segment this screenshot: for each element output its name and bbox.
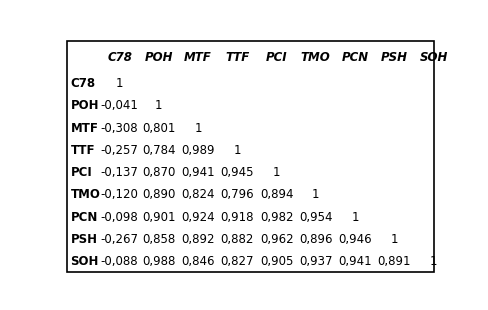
Text: 0,846: 0,846 [182, 255, 215, 268]
Text: TTF: TTF [70, 144, 95, 157]
Text: TMO: TMO [70, 188, 101, 202]
Text: 1: 1 [116, 77, 123, 90]
Text: 0,945: 0,945 [221, 166, 254, 179]
Text: 0,796: 0,796 [221, 188, 254, 202]
Text: -0,257: -0,257 [101, 144, 139, 157]
Text: 0,941: 0,941 [181, 166, 215, 179]
Text: 0,924: 0,924 [181, 210, 215, 224]
Text: 0,962: 0,962 [260, 233, 293, 246]
Text: 1: 1 [234, 144, 241, 157]
Text: MTF: MTF [70, 122, 98, 135]
Text: 1: 1 [351, 210, 359, 224]
Text: 0,784: 0,784 [142, 144, 176, 157]
Text: 0,801: 0,801 [142, 122, 176, 135]
Text: SOH: SOH [70, 255, 99, 268]
Text: 0,941: 0,941 [338, 255, 372, 268]
Text: 0,870: 0,870 [142, 166, 176, 179]
Text: 0,988: 0,988 [142, 255, 176, 268]
FancyBboxPatch shape [67, 41, 433, 272]
Text: 0,937: 0,937 [299, 255, 332, 268]
Text: 0,954: 0,954 [299, 210, 332, 224]
Text: 0,858: 0,858 [142, 233, 176, 246]
Text: 1: 1 [194, 122, 202, 135]
Text: MTF: MTF [184, 51, 212, 64]
Text: 1: 1 [312, 188, 320, 202]
Text: SOH: SOH [419, 51, 447, 64]
Text: -0,308: -0,308 [101, 122, 139, 135]
Text: 1: 1 [430, 255, 437, 268]
Text: PSH: PSH [381, 51, 408, 64]
Text: 1: 1 [155, 100, 163, 113]
Text: C78: C78 [107, 51, 132, 64]
Text: 0,982: 0,982 [260, 210, 293, 224]
Text: 1: 1 [390, 233, 398, 246]
Text: 0,894: 0,894 [260, 188, 293, 202]
Text: -0,267: -0,267 [101, 233, 139, 246]
Text: -0,098: -0,098 [101, 210, 139, 224]
Text: -0,120: -0,120 [101, 188, 139, 202]
Text: -0,137: -0,137 [101, 166, 139, 179]
Text: -0,041: -0,041 [101, 100, 139, 113]
Text: 0,892: 0,892 [182, 233, 215, 246]
Text: POH: POH [144, 51, 173, 64]
Text: 0,905: 0,905 [260, 255, 293, 268]
Text: 1: 1 [273, 166, 280, 179]
Text: POH: POH [70, 100, 99, 113]
Text: TTF: TTF [225, 51, 249, 64]
Text: PSH: PSH [70, 233, 98, 246]
Text: 0,824: 0,824 [182, 188, 215, 202]
Text: 0,896: 0,896 [299, 233, 332, 246]
Text: PCI: PCI [266, 51, 287, 64]
Text: 0,890: 0,890 [142, 188, 176, 202]
Text: 0,901: 0,901 [142, 210, 176, 224]
Text: -0,088: -0,088 [101, 255, 139, 268]
Text: C78: C78 [70, 77, 96, 90]
Text: 0,946: 0,946 [338, 233, 372, 246]
Text: 0,891: 0,891 [378, 255, 411, 268]
Text: TMO: TMO [301, 51, 331, 64]
Text: 0,827: 0,827 [221, 255, 254, 268]
Text: PCN: PCN [342, 51, 368, 64]
Text: PCN: PCN [70, 210, 98, 224]
Text: 0,918: 0,918 [221, 210, 254, 224]
Text: PCI: PCI [70, 166, 92, 179]
Text: 0,989: 0,989 [182, 144, 215, 157]
Text: 0,882: 0,882 [221, 233, 254, 246]
